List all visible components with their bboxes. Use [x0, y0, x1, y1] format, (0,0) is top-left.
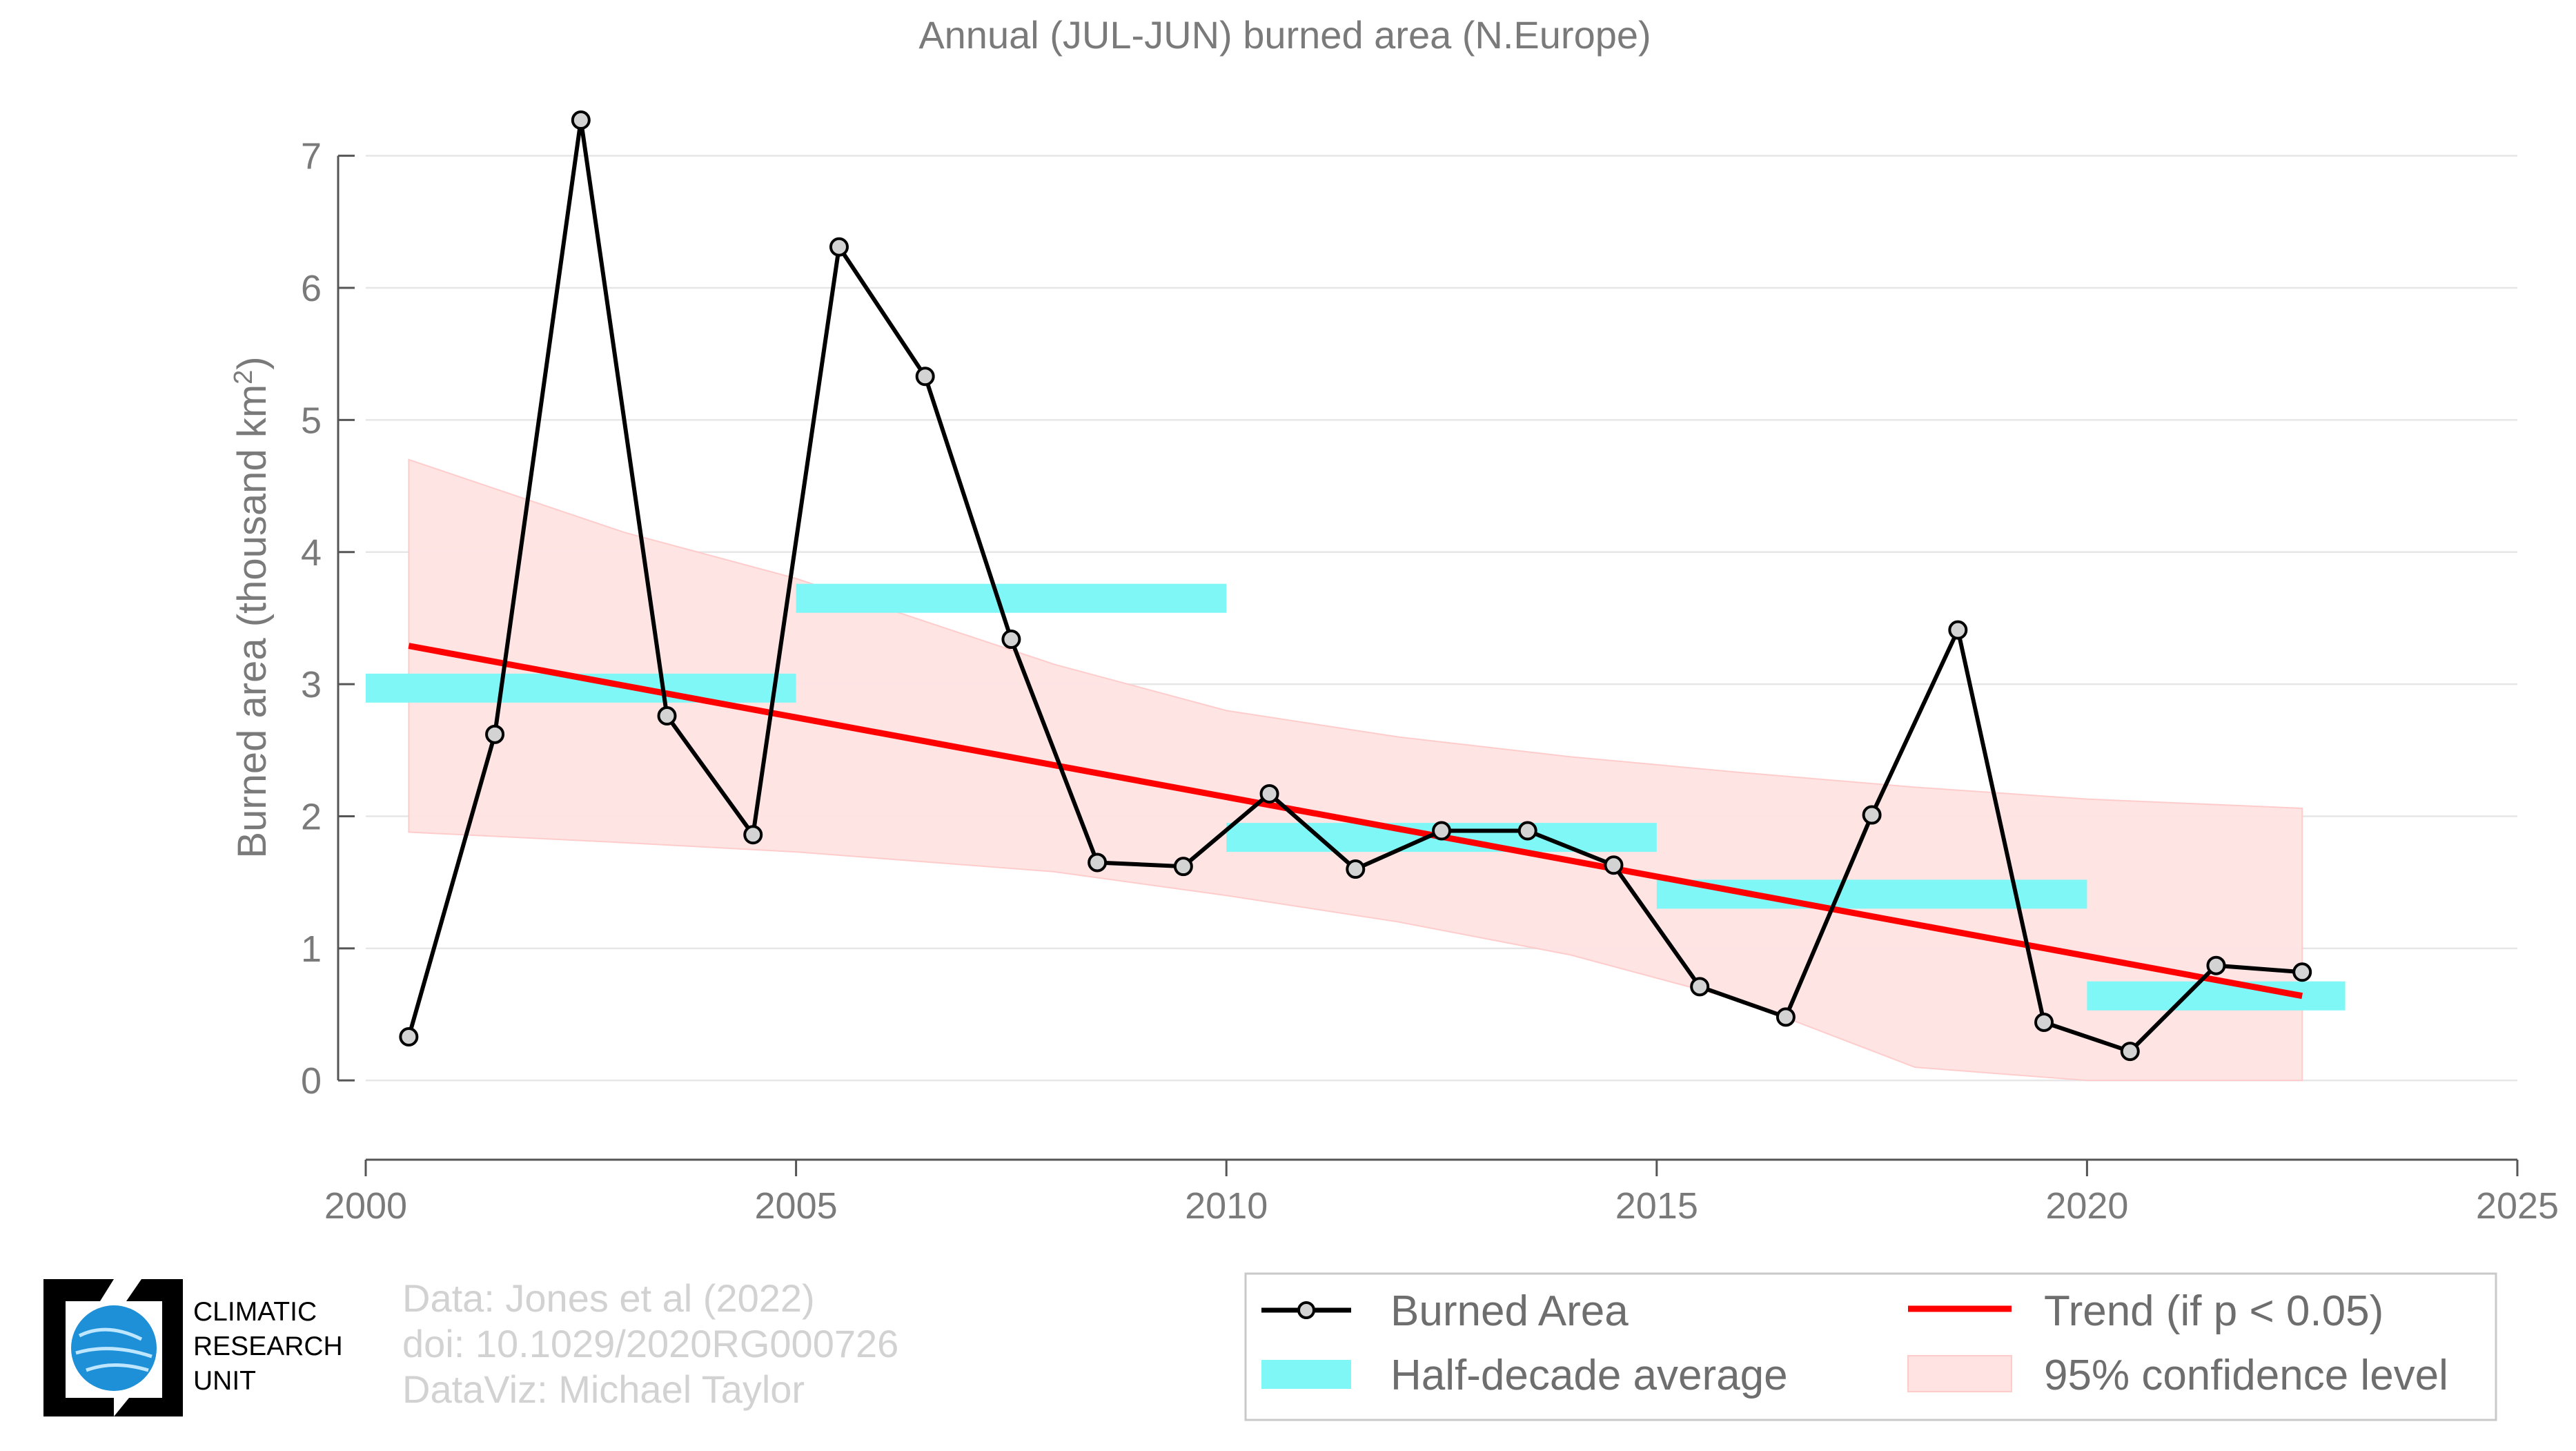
confidence-band-area: [408, 458, 2303, 1082]
logo-text-line3: UNIT: [193, 1366, 256, 1396]
y-tick-label-1: 1: [301, 928, 322, 970]
half-decade-bar-3: [1656, 879, 2087, 909]
logo-text-line2: RESEARCH: [193, 1332, 343, 1361]
burned-area-point-20: [2120, 1042, 2140, 1062]
burned-area-point-4: [743, 825, 763, 845]
y-tick-label-4: 4: [301, 532, 322, 574]
y-tick-label-5: 5: [301, 400, 322, 441]
axes: [337, 155, 2519, 1176]
half-decade-bar-4: [2087, 981, 2346, 1011]
legend-swatch-confidence: [1907, 1355, 2012, 1392]
credit-data-source: Data: Jones et al (2022): [402, 1276, 815, 1320]
trend-line-group: [408, 643, 2303, 1000]
legend-marker-burned-area: [1297, 1301, 1315, 1319]
x-tick-label-2025: 2025: [2476, 1185, 2559, 1227]
legend: Burned Area Trend (if p < 0.05) Half-dec…: [1244, 1272, 2497, 1421]
burned-area-point-13: [1517, 821, 1537, 841]
cru-logo: [43, 1279, 183, 1416]
burned-area-point-1: [485, 724, 505, 744]
legend-swatch-half-decade: [1261, 1360, 1351, 1389]
tick-labels: 0 1 2 3 4 5 6 7 2000 2005 2010 2015 2020 2025: [301, 136, 2559, 1227]
logo-text: CLIMATIC RESEARCH UNIT: [193, 1295, 343, 1399]
burned-area-point-21: [2206, 955, 2226, 975]
x-tick-label-2010: 2010: [1185, 1185, 1268, 1227]
logo-bracket-right: [114, 1279, 183, 1416]
burned-area-point-8: [1088, 853, 1108, 873]
burned-area-point-0: [399, 1027, 419, 1047]
credit-doi: doi: 10.1029/2020RG000726: [402, 1322, 899, 1365]
x-tick-label-2015: 2015: [1615, 1185, 1698, 1227]
burned-area-point-3: [657, 706, 677, 726]
data-credits: Data: Jones et al (2022) doi: 10.1029/20…: [402, 1276, 898, 1412]
trend-line: [408, 643, 2303, 1000]
logo-bracket-left: [43, 1279, 114, 1416]
legend-label-confidence: 95% confidence level: [2044, 1352, 2448, 1399]
burned-area-point-12: [1432, 821, 1451, 841]
credit-dataviz: DataViz: Michael Taylor: [402, 1367, 805, 1411]
y-axis-title-superscript: 2: [229, 370, 258, 384]
burned-area-point-15: [1690, 977, 1710, 997]
y-tick-label-7: 7: [301, 136, 322, 177]
burned-area-series: [399, 110, 2312, 1062]
y-tick-label-2: 2: [301, 796, 322, 837]
burned-area-point-6: [915, 367, 935, 387]
logo-text-line1: CLIMATIC: [193, 1297, 317, 1327]
x-tick-label-2020: 2020: [2045, 1185, 2128, 1227]
burned-area-point-9: [1173, 857, 1193, 877]
burned-area-point-10: [1259, 783, 1279, 804]
x-tick-label-2000: 2000: [324, 1185, 407, 1227]
legend-label-trend: Trend (if p < 0.05): [2044, 1287, 2383, 1335]
y-tick-label-0: 0: [301, 1060, 322, 1102]
y-axis-title: Burned area (thousand km2): [229, 356, 275, 858]
burned-area-point-18: [1948, 620, 1968, 640]
legend-label-half-decade: Half-decade average: [1390, 1352, 1788, 1399]
confidence-band: [408, 458, 2303, 1082]
x-tick-label-2005: 2005: [755, 1185, 838, 1227]
y-tick-label-3: 3: [301, 664, 322, 705]
y-axis-title-close: ): [230, 356, 275, 369]
burned-area-point-14: [1604, 855, 1624, 875]
globe-swirl-icon: [75, 1327, 153, 1372]
burned-area-point-16: [1776, 1007, 1796, 1027]
burned-area-point-19: [2034, 1012, 2054, 1032]
burned-area-point-17: [1862, 805, 1882, 825]
y-tick-label-6: 6: [301, 268, 322, 309]
burned-area-point-7: [1001, 630, 1021, 650]
legend-label-burned-area: Burned Area: [1390, 1287, 1629, 1335]
burned-area-point-22: [2292, 962, 2312, 982]
burned-area-point-5: [829, 237, 849, 257]
y-axis-title-text: Burned area (thousand km: [230, 384, 275, 859]
burned-area-point-2: [571, 110, 591, 130]
legend-box: [1244, 1272, 2497, 1421]
chart-title: Annual (JUL-JUN) burned area (N.Europe): [918, 13, 1651, 57]
burned-area-point-11: [1346, 859, 1366, 879]
half-decade-bar-1: [796, 583, 1227, 613]
